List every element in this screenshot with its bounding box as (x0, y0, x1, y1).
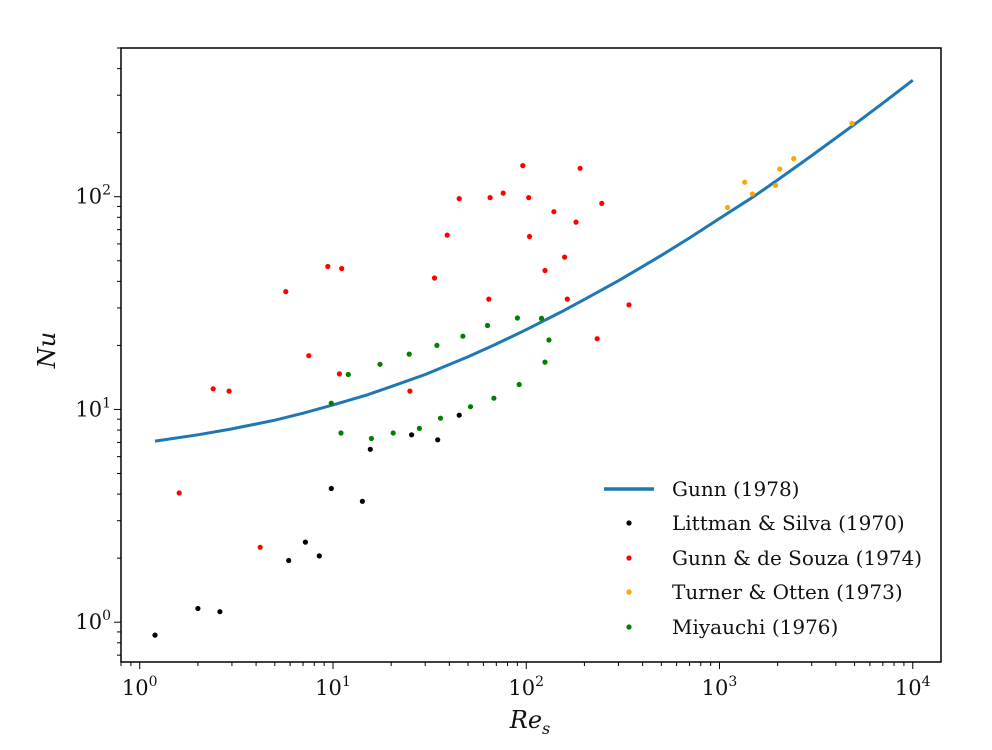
data-point-series-0 (152, 632, 158, 638)
data-point-series-1 (339, 265, 345, 272)
legend-label-littman-silva: Littman & Silva (1970) (672, 511, 905, 535)
x-tick-label: 100 (122, 674, 158, 700)
data-point-series-1 (456, 196, 462, 202)
data-point-series-1 (562, 254, 568, 260)
data-point-series-2 (849, 120, 855, 126)
legend-marker-gunn-de-souza (626, 555, 632, 561)
data-point-series-0 (316, 553, 322, 559)
data-point-series-3 (338, 430, 344, 436)
y-tick-label: 100 (75, 608, 111, 634)
data-point-series-1 (500, 190, 506, 196)
data-point-series-1 (577, 165, 583, 171)
data-point-series-3 (467, 404, 474, 410)
data-point-series-1 (526, 233, 533, 240)
data-point-series-3 (377, 361, 383, 367)
data-point-series-3 (546, 337, 552, 343)
ticks-layer (114, 47, 914, 669)
data-point-series-1 (573, 219, 579, 225)
y-tick-label: 102 (75, 183, 111, 209)
data-point-series-0 (302, 539, 308, 545)
data-point-series-2 (749, 191, 756, 197)
data-point-series-0 (435, 437, 441, 443)
x-tick-label: 101 (315, 674, 351, 700)
data-point-series-3 (516, 381, 522, 388)
data-point-series-3 (484, 322, 491, 329)
data-point-series-0 (456, 412, 462, 418)
data-point-series-3 (491, 395, 497, 401)
data-point-series-1 (487, 195, 493, 201)
data-point-series-0 (409, 432, 415, 438)
data-point-series-1 (431, 275, 438, 281)
data-point-series-3 (406, 351, 412, 357)
data-point-series-2 (773, 182, 779, 188)
x-tick-label: 103 (702, 674, 738, 700)
legend-label-miyauchi: Miyauchi (1976) (672, 615, 838, 639)
y-tick-labels: 100 101 102 (75, 183, 111, 634)
data-point-series-2 (791, 156, 797, 162)
data-point-series-0 (328, 485, 334, 492)
x-tick-labels: 100 101 102 103 104 (122, 674, 931, 700)
y-axis-label: Nu (33, 332, 61, 369)
data-point-series-3 (514, 315, 521, 321)
legend-marker-littman-silva (626, 520, 632, 526)
data-point-series-1 (283, 289, 289, 295)
legend-marker-miyauchi (626, 624, 632, 630)
data-point-series-0 (217, 609, 223, 615)
data-point-series-0 (359, 498, 365, 504)
data-point-series-1 (210, 386, 216, 392)
data-point-series-1 (325, 263, 331, 270)
curve-layer (154, 79, 914, 443)
data-point-series-1 (626, 302, 632, 308)
data-point-series-2 (742, 179, 748, 185)
data-point-series-3 (542, 359, 548, 365)
data-point-series-3 (434, 342, 440, 348)
data-point-series-1 (526, 195, 532, 201)
data-point-series-1 (594, 336, 600, 342)
legend-label-gunn-de-souza: Gunn & de Souza (1974) (672, 546, 922, 570)
data-point-series-3 (416, 425, 422, 431)
data-point-series-0 (367, 446, 373, 452)
data-point-series-0 (195, 605, 201, 612)
data-point-series-1 (444, 232, 450, 238)
data-point-series-3 (460, 333, 466, 339)
x-tick-label: 104 (895, 674, 931, 700)
data-point-series-1 (226, 388, 232, 394)
legend-marker-turner-otten (626, 589, 632, 595)
points-layer (152, 120, 855, 638)
data-point-series-1 (564, 296, 570, 302)
data-point-series-1 (176, 490, 182, 496)
data-point-series-1 (599, 200, 605, 206)
legend-label-gunn-1978: Gunn (1978) (672, 477, 799, 501)
data-point-series-1 (306, 353, 312, 359)
y-tick-label: 101 (75, 395, 111, 421)
data-point-series-1 (551, 209, 557, 215)
plot-frame (120, 47, 942, 663)
data-point-series-2 (777, 166, 783, 172)
data-point-series-2 (724, 204, 731, 211)
data-point-series-1 (407, 388, 413, 394)
data-point-series-3 (328, 400, 334, 406)
legend: Gunn (1978) Littman & Silva (1970) Gunn … (604, 477, 922, 639)
data-point-series-3 (368, 435, 374, 442)
data-point-series-3 (538, 315, 545, 321)
data-point-series-1 (336, 371, 342, 377)
data-point-series-0 (286, 557, 292, 564)
data-point-series-3 (345, 371, 351, 378)
data-point-series-1 (486, 296, 492, 302)
legend-label-turner-otten: Turner & Otten (1973) (672, 580, 903, 604)
data-point-series-1 (542, 267, 548, 274)
data-point-series-1 (520, 163, 526, 169)
x-axis-label: Res (509, 706, 551, 738)
x-tick-label: 102 (508, 674, 544, 700)
data-point-series-3 (437, 415, 444, 421)
data-point-series-1 (257, 544, 263, 550)
gunn-1978-curve (154, 79, 914, 443)
data-point-series-3 (390, 430, 396, 436)
